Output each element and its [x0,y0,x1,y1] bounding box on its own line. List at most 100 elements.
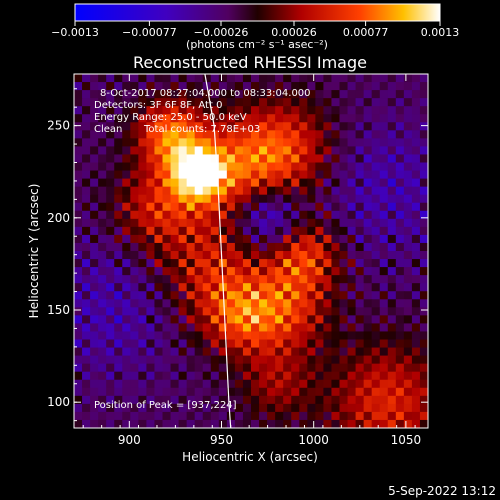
heatmap-cell [355,138,365,148]
heatmap-cell [162,186,172,196]
heatmap-cell [283,267,292,276]
heatmap-cell [146,371,156,381]
heatmap-cell [251,106,260,115]
heatmap-cell [74,106,83,115]
heatmap-cell [74,259,83,268]
heatmap-cell [331,251,341,260]
heatmap-cell [186,146,196,156]
heatmap-cell [170,323,180,333]
heatmap-cell [251,307,260,316]
heatmap-cell [162,82,172,91]
heatmap-cell [379,98,389,107]
heatmap-cell [162,323,172,333]
heatmap-cell [267,218,276,228]
heatmap-cell [371,323,381,333]
heatmap-cell [299,291,308,300]
heatmap-cell [234,186,244,196]
heatmap-cell [347,82,357,91]
heatmap-cell [307,395,316,405]
heatmap-cell [267,379,276,389]
heatmap-cell [331,323,341,333]
heatmap-cell [419,194,428,204]
heatmap-cell [122,371,131,381]
heatmap-cell [395,130,405,139]
heatmap-cell [210,106,220,115]
heatmap-cell [242,122,252,131]
heatmap-cell [90,114,99,123]
heatmap-cell [154,251,164,260]
heatmap-cell [299,347,308,357]
heatmap-cell [403,395,413,405]
heatmap-cell [202,122,212,131]
heatmap-cell [234,323,244,333]
heatmap-cell [315,138,325,148]
heatmap-cell [315,146,325,156]
heatmap-cell [339,347,349,357]
heatmap-cell [234,387,244,397]
heatmap-cell [363,90,373,99]
heatmap-cell [90,323,99,333]
heatmap-cell [267,170,276,180]
heatmap-cell [138,251,148,260]
heatmap-cell [202,251,212,260]
heatmap-cell [419,275,428,284]
heatmap-cell [114,106,123,115]
heatmap-cell [291,363,300,373]
heatmap-cell [291,114,300,123]
heatmap-cell [202,315,212,325]
heatmap-cell [122,395,131,405]
heatmap-cell [259,210,268,220]
heatmap-cell [387,251,397,260]
heatmap-cell [74,371,83,381]
heatmap-cell [283,162,292,172]
heatmap-cell [403,387,413,397]
heatmap-cell [307,267,316,276]
heatmap-cell [114,90,123,99]
heatmap-cell [242,114,252,123]
heatmap-cell [170,162,180,172]
heatmap-cell [395,267,405,276]
heatmap-cell [371,114,381,123]
heatmap-cell [194,331,204,341]
heatmap-cell [234,283,244,292]
heatmap-cell [242,395,252,405]
heatmap-cell [98,234,107,244]
heatmap-cell [98,114,107,123]
heatmap-cell [234,74,244,83]
heatmap-cell [74,242,83,252]
heatmap-cell [363,234,373,244]
heatmap-cell [419,122,428,131]
heatmap-cell [98,363,107,373]
heatmap-cell [291,299,300,308]
heatmap-cell [146,307,156,316]
heatmap-cell [347,387,357,397]
heatmap-cell [267,194,276,204]
heatmap-cell [275,82,284,91]
heatmap-cell [307,315,316,325]
heatmap-cell [379,138,389,148]
heatmap-cell [218,267,228,276]
heatmap-cell [363,283,373,292]
heatmap-cell [331,186,341,196]
heatmap-cell [323,291,333,300]
heatmap-cell [234,363,244,373]
heatmap-cell [339,130,349,139]
heatmap-cell [90,387,99,397]
heatmap-cell [267,130,276,139]
heatmap-cell [379,267,389,276]
heatmap-cell [154,363,164,373]
heatmap-cell [347,403,357,413]
heatmap-cell [267,411,276,421]
heatmap-cell [291,154,300,164]
heatmap-cell [363,218,373,228]
heatmap-cell [275,299,284,308]
heatmap-cell [259,74,268,83]
heatmap-cell [275,90,284,99]
heatmap-cell [267,355,276,365]
heatmap-cell [218,339,228,349]
heatmap-cell [347,170,357,180]
heatmap-cell [162,98,172,107]
heatmap-cell [307,275,316,284]
heatmap-cell [379,299,389,308]
heatmap-cell [154,82,164,91]
